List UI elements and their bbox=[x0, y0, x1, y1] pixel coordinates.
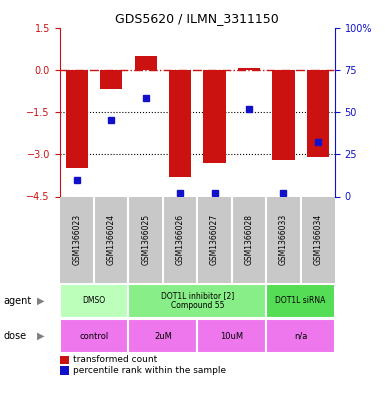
Text: transformed count: transformed count bbox=[73, 356, 157, 364]
Text: 10uM: 10uM bbox=[220, 332, 243, 340]
Text: 2uM: 2uM bbox=[154, 332, 172, 340]
Text: agent: agent bbox=[4, 296, 32, 306]
Bar bbox=[197, 319, 266, 353]
Bar bbox=[203, 70, 226, 163]
Bar bbox=[100, 70, 122, 90]
Bar bbox=[134, 56, 157, 70]
Text: ▶: ▶ bbox=[37, 331, 44, 341]
Bar bbox=[238, 68, 260, 70]
Text: dose: dose bbox=[4, 331, 27, 341]
Bar bbox=[266, 319, 335, 353]
Bar bbox=[266, 284, 335, 318]
Text: GSM1366028: GSM1366028 bbox=[244, 214, 253, 265]
Text: percentile rank within the sample: percentile rank within the sample bbox=[73, 366, 226, 375]
Bar bbox=[60, 319, 129, 353]
Text: DOT1L siRNA: DOT1L siRNA bbox=[275, 296, 326, 305]
Text: GSM1366024: GSM1366024 bbox=[107, 214, 116, 265]
Bar bbox=[129, 319, 197, 353]
Text: GSM1366026: GSM1366026 bbox=[176, 214, 185, 265]
Bar bbox=[66, 70, 88, 168]
Bar bbox=[272, 70, 295, 160]
Text: ▶: ▶ bbox=[37, 296, 44, 306]
Text: DOT1L inhibitor [2]
Compound 55: DOT1L inhibitor [2] Compound 55 bbox=[161, 291, 234, 310]
Bar bbox=[60, 284, 129, 318]
Text: GSM1366027: GSM1366027 bbox=[210, 214, 219, 265]
Bar bbox=[129, 284, 266, 318]
Bar bbox=[306, 70, 329, 157]
Text: GSM1366033: GSM1366033 bbox=[279, 214, 288, 265]
Title: GDS5620 / ILMN_3311150: GDS5620 / ILMN_3311150 bbox=[116, 12, 279, 25]
Text: n/a: n/a bbox=[294, 332, 307, 340]
Text: control: control bbox=[79, 332, 109, 340]
Text: GSM1366023: GSM1366023 bbox=[72, 214, 81, 265]
Text: DMSO: DMSO bbox=[82, 296, 105, 305]
Bar bbox=[169, 70, 191, 177]
Text: GSM1366034: GSM1366034 bbox=[313, 214, 322, 265]
Text: GSM1366025: GSM1366025 bbox=[141, 214, 150, 265]
